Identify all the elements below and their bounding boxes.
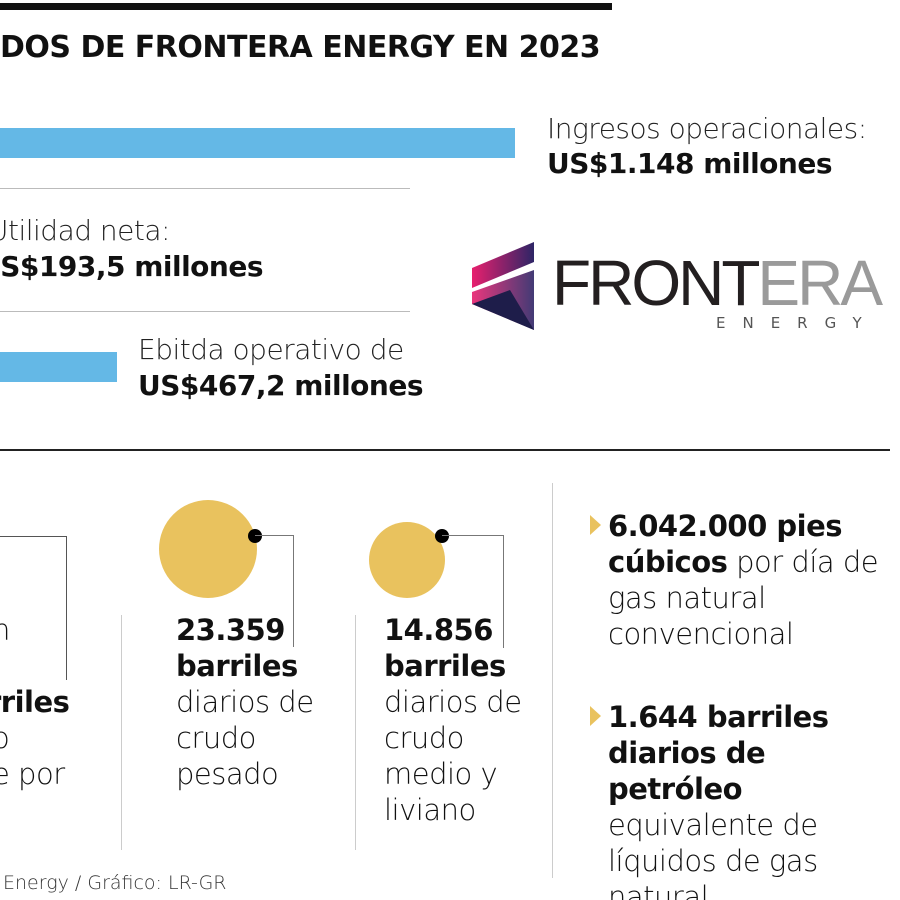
bullet-arrow-icon <box>590 706 601 726</box>
top-rule <box>0 3 612 10</box>
leader-line <box>293 535 294 647</box>
production-unit: barriles <box>384 649 506 683</box>
fragment-text: o <box>0 721 10 755</box>
page-title: DOS DE FRONTERA ENERGY EN 2023 <box>0 30 601 65</box>
bullet-bold: diarios de petróleo <box>608 736 766 806</box>
leader-line <box>66 536 67 680</box>
bullet-text-part: líquidos de gas <box>608 844 818 878</box>
bullet-text-part: natural <box>608 880 709 900</box>
bullet-text-part: convencional <box>608 617 794 651</box>
production-text: 14.856 barriles diarios de crudo medio y… <box>384 612 522 828</box>
marker-dot <box>435 529 449 543</box>
bullet-arrow-icon <box>590 515 601 535</box>
bar-value-2: US$467,2 millones <box>138 369 424 402</box>
bullet-text: 6.042.000 pies cúbicos por día de gas na… <box>608 508 879 652</box>
bullet-text: 1.644 barriles diarios de petróleo equiv… <box>608 699 900 900</box>
production-unit: barriles <box>176 649 298 683</box>
production-circle <box>159 500 257 598</box>
fragment-text: n <box>0 613 10 647</box>
column-divider <box>121 615 122 850</box>
leader-line <box>0 536 66 537</box>
bullet-bold: cúbicos <box>608 545 728 579</box>
production-value: 23.359 <box>176 613 285 647</box>
production-desc: crudo <box>384 721 464 755</box>
production-desc: diarios de <box>176 685 314 719</box>
bullet-text-part: equivalente de <box>608 808 818 842</box>
divider <box>0 311 410 312</box>
logo-word-era: ERA <box>757 247 883 319</box>
production-text: 23.359 barriles diarios de crudo pesado <box>176 612 314 792</box>
fragment-bold: rriles <box>0 685 70 719</box>
production-circle <box>369 522 445 598</box>
fragment-text: e por <box>0 757 65 791</box>
source-credit: Energy / Gráfico: LR-GR <box>3 872 227 894</box>
bullet-bold: 6.042.000 pies <box>608 509 843 543</box>
production-desc: pesado <box>176 757 279 791</box>
logo-word-front: FRONT <box>552 247 760 319</box>
bullet-text-part: gas natural <box>608 581 766 615</box>
leader-line <box>442 535 504 536</box>
production-desc: liviano <box>384 793 476 827</box>
marker-dot <box>248 529 262 543</box>
bar-label-2: Ebitda operativo de <box>138 333 404 366</box>
column-divider <box>355 615 356 850</box>
production-desc: medio y <box>384 757 498 791</box>
bar-label-0: Ingresos operacionales: <box>547 112 867 145</box>
bar-value-0: US$1.148 millones <box>547 147 833 180</box>
bar-value-1: US$193,5 millones <box>0 250 264 283</box>
logo-mark-icon <box>472 242 534 330</box>
production-desc: crudo <box>176 721 256 755</box>
column-divider <box>552 483 553 878</box>
logo-sub: ENERGY <box>716 314 879 332</box>
section-rule <box>0 449 890 451</box>
bullet-bold: 1.644 barriles <box>608 700 829 734</box>
bar-0 <box>0 128 515 158</box>
leader-line <box>255 535 294 536</box>
bar-2 <box>0 352 117 382</box>
leader-line <box>503 535 504 648</box>
divider <box>0 188 410 189</box>
production-value: 14.856 <box>384 613 493 647</box>
production-desc: diarios de <box>384 685 522 719</box>
left-column: n rriles o e por <box>0 612 70 792</box>
bullet-text-part: por día de <box>727 545 879 579</box>
bar-label-1: Utilidad neta: <box>0 214 170 247</box>
